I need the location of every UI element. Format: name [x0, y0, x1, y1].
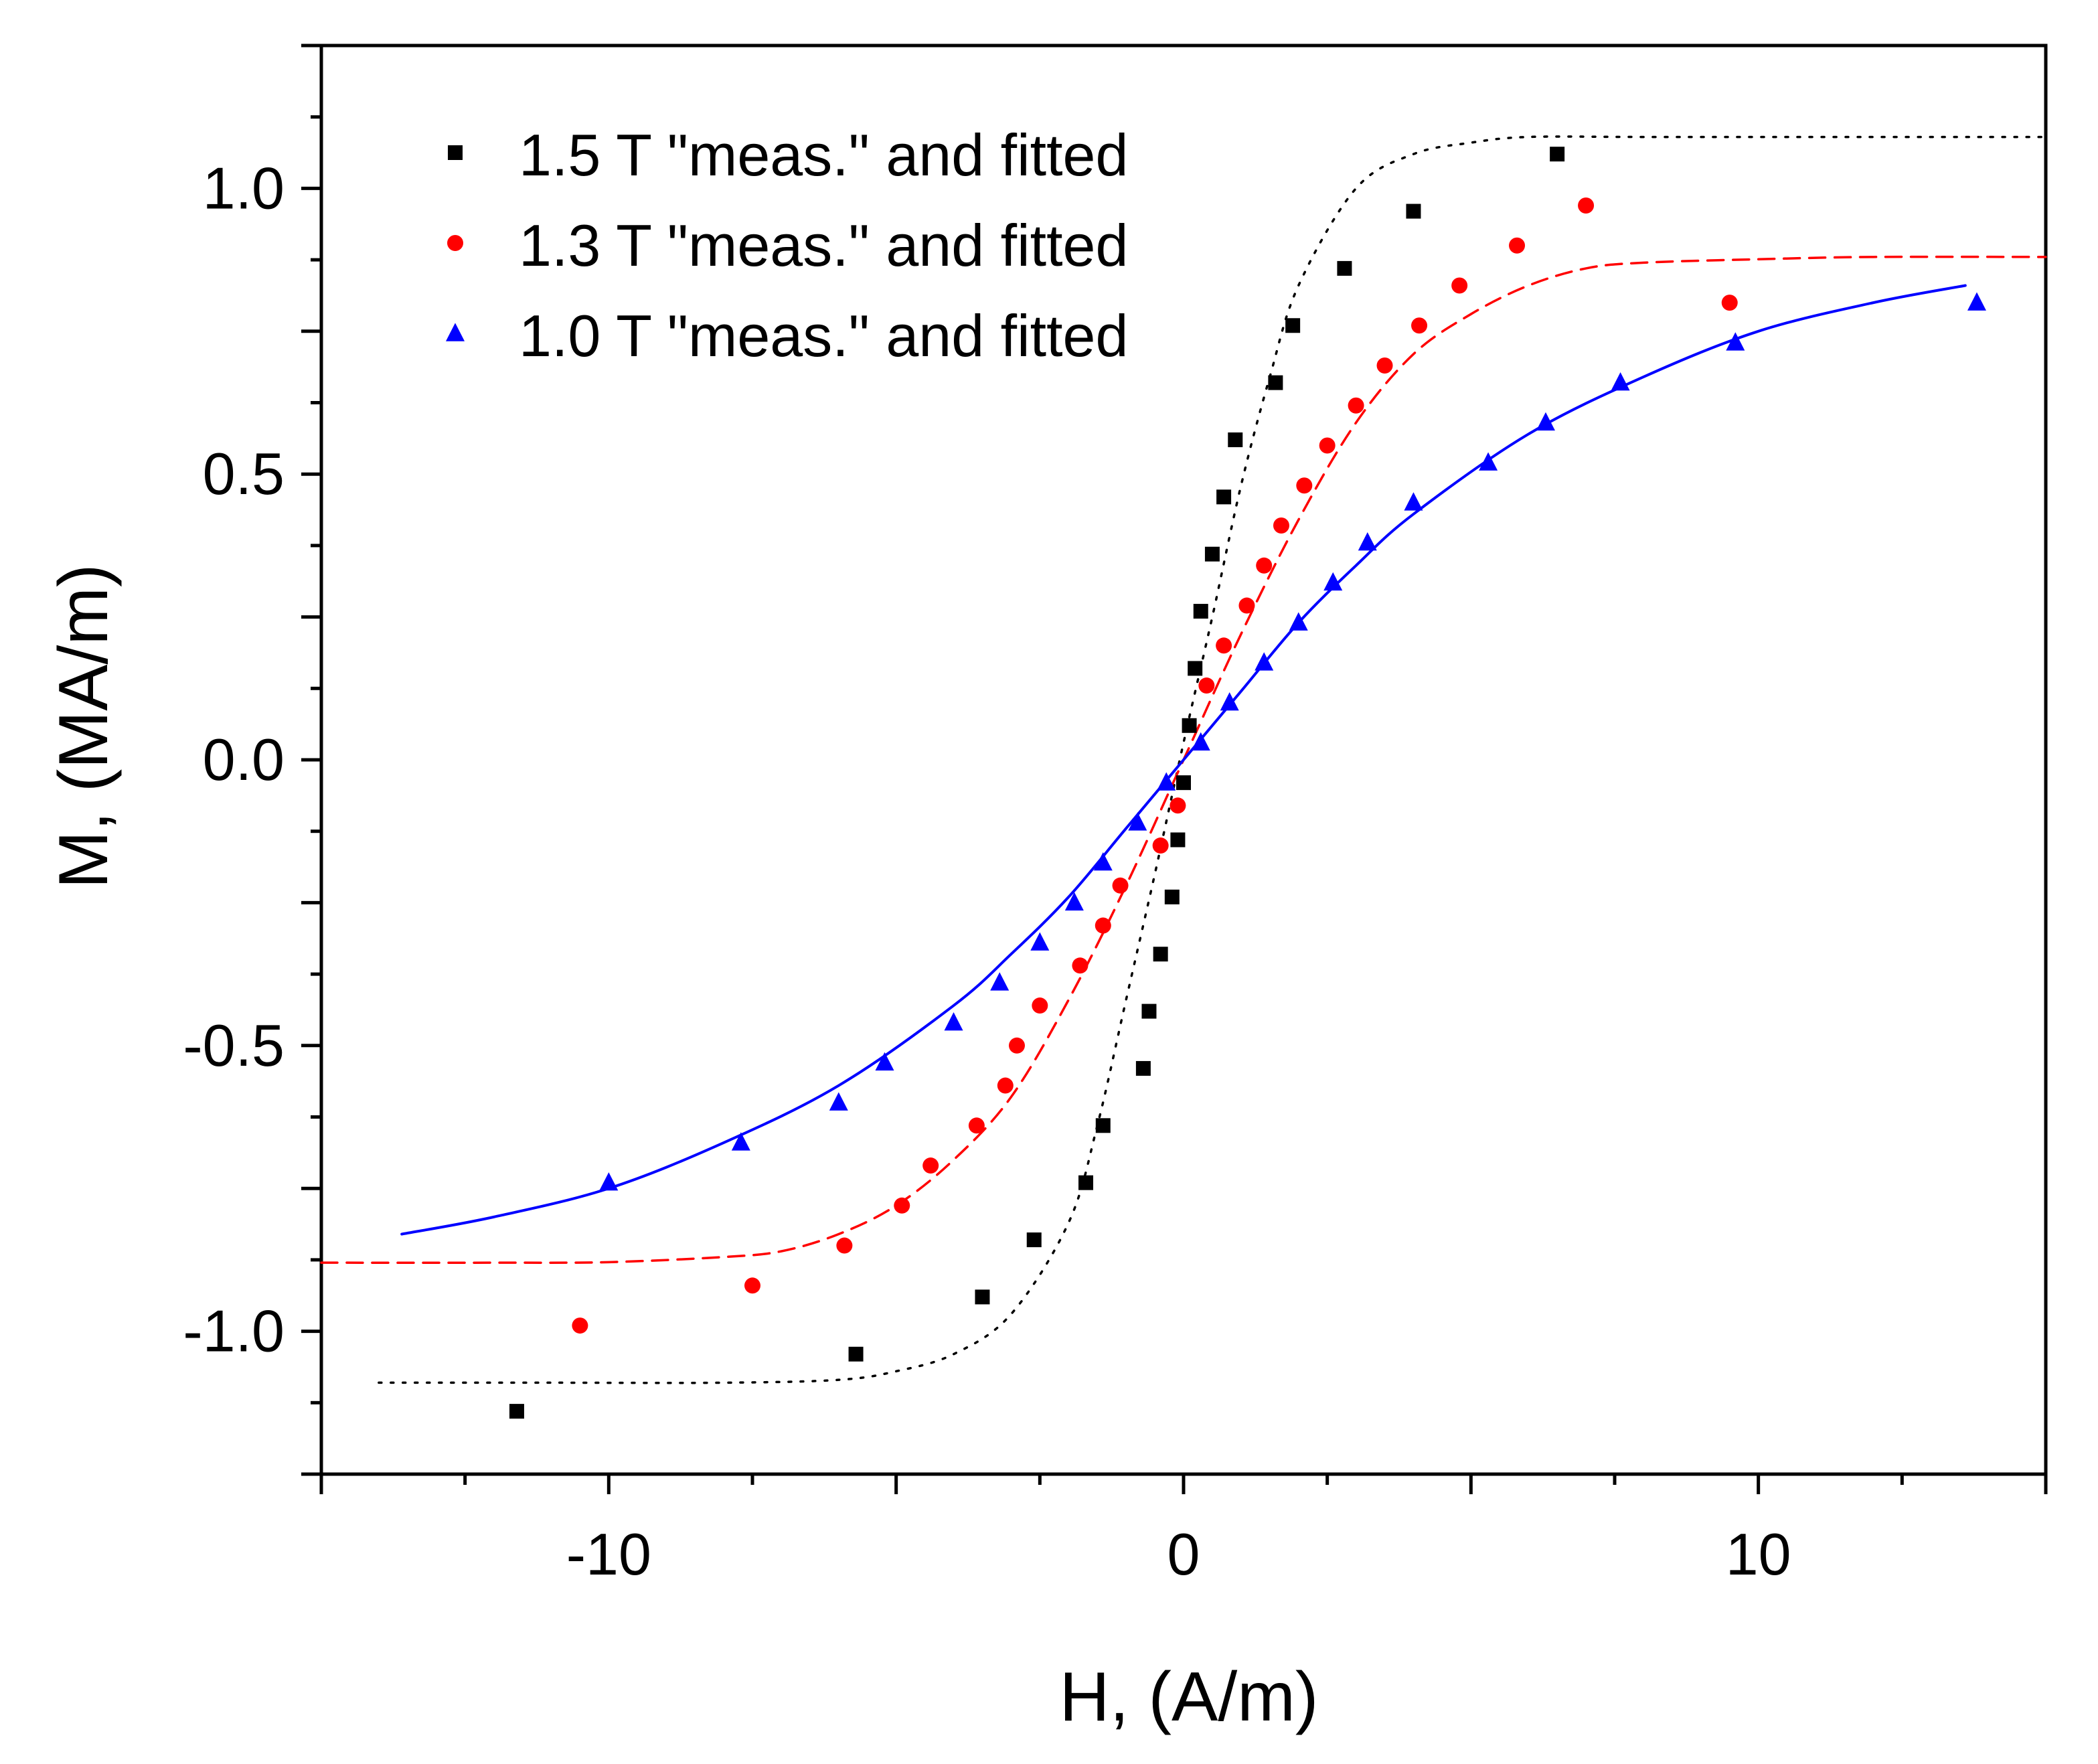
legend-label-series-3: 1.0 T "meas." and fitted	[519, 303, 1128, 369]
data-point-series-1	[1182, 718, 1197, 733]
data-point-series-2	[744, 1277, 760, 1294]
x-axis-title: H, (A/m)	[1059, 1658, 1318, 1736]
y-tick-label: -0.5	[183, 1012, 285, 1078]
data-point-series-2	[1721, 295, 1738, 311]
data-point-series-3	[1323, 572, 1343, 591]
data-point-series-2	[997, 1077, 1014, 1094]
data-point-series-2	[1072, 957, 1088, 974]
data-point-series-1	[1153, 947, 1168, 962]
data-point-series-1	[848, 1346, 864, 1362]
data-point-series-2	[1008, 1037, 1025, 1054]
data-point-series-2	[1095, 917, 1111, 934]
data-point-series-3	[1536, 412, 1555, 431]
data-point-series-3	[599, 1172, 619, 1191]
data-point-series-1	[1141, 1004, 1157, 1019]
data-point-series-2	[1198, 677, 1215, 694]
data-point-series-1	[1193, 604, 1208, 619]
y-axis-title: M, (MA/m)	[45, 564, 123, 888]
data-point-series-2	[1273, 517, 1289, 534]
data-point-series-2	[1238, 597, 1255, 614]
data-point-series-2	[1348, 397, 1364, 414]
data-point-series-3	[1967, 292, 1986, 311]
data-point-series-2	[894, 1197, 910, 1214]
y-tick-label: 0.0	[203, 726, 285, 793]
data-point-series-3	[1093, 852, 1113, 871]
data-point-series-2	[922, 1157, 939, 1174]
data-point-series-2	[572, 1317, 588, 1334]
data-point-series-2	[1169, 797, 1186, 814]
legend-label-series-2: 1.3 T "meas." and fitted	[519, 212, 1128, 278]
data-point-series-2	[836, 1237, 853, 1254]
data-point-series-2	[1032, 997, 1048, 1014]
data-point-series-1	[1176, 775, 1191, 791]
data-point-series-1	[1550, 147, 1565, 162]
data-point-series-1	[1337, 260, 1352, 276]
data-point-series-3	[731, 1132, 750, 1151]
data-point-series-2	[1509, 237, 1526, 254]
data-point-series-3	[1358, 532, 1377, 551]
data-point-series-3	[1157, 772, 1176, 791]
x-tick-label: -10	[566, 1521, 651, 1587]
x-tick-label: 0	[1167, 1521, 1200, 1587]
data-point-series-1	[1268, 375, 1283, 390]
data-markers	[509, 147, 1986, 1419]
y-tick-label: 0.5	[203, 440, 285, 507]
fit-curves	[320, 135, 2047, 1384]
legend: 1.5 T "meas." and fitted 1.3 T "meas." an…	[446, 122, 1128, 369]
data-point-series-1	[1078, 1175, 1094, 1190]
data-point-series-1	[1216, 489, 1232, 505]
data-point-series-1	[1406, 204, 1421, 219]
legend-marker-series-1	[448, 145, 463, 160]
data-point-series-1	[1228, 432, 1243, 447]
data-point-series-1	[1285, 318, 1301, 333]
data-point-series-2	[1411, 317, 1428, 334]
data-point-series-2	[1451, 277, 1468, 294]
data-point-series-3	[829, 1092, 848, 1111]
data-point-series-3	[875, 1052, 894, 1071]
data-point-series-1	[1135, 1060, 1151, 1076]
tick-labels: -10 0 10 -1.0 -0.5 0.0 0.5 1.0	[183, 155, 1791, 1587]
fit-curve-series-3	[400, 284, 1967, 1236]
data-point-series-1	[1164, 889, 1180, 904]
legend-marker-series-2	[447, 235, 463, 251]
data-point-series-1	[1026, 1232, 1042, 1248]
data-point-series-1	[1170, 832, 1186, 848]
data-point-series-1	[975, 1289, 990, 1305]
axis-ticks	[301, 44, 2048, 1494]
data-point-series-3	[1128, 812, 1147, 831]
data-point-series-3	[1479, 452, 1498, 471]
data-point-series-3	[1404, 492, 1423, 511]
data-point-series-3	[944, 1012, 963, 1031]
data-point-series-2	[1376, 357, 1393, 374]
data-point-series-3	[1289, 612, 1308, 631]
data-point-series-3	[1191, 732, 1210, 751]
data-point-series-3	[1611, 372, 1630, 391]
data-point-series-3	[1255, 652, 1274, 671]
data-point-series-3	[1064, 892, 1084, 911]
data-point-series-3	[1220, 692, 1239, 711]
y-tick-label: -1.0	[183, 1298, 285, 1364]
data-point-series-2	[1112, 877, 1129, 894]
data-point-series-3	[1726, 332, 1745, 351]
data-point-series-3	[990, 972, 1010, 991]
data-point-series-2	[968, 1117, 985, 1134]
data-point-series-1	[509, 1404, 524, 1419]
data-point-series-2	[1256, 557, 1273, 574]
x-tick-label: 10	[1726, 1521, 1791, 1587]
legend-label-series-1: 1.5 T "meas." and fitted	[519, 122, 1128, 188]
legend-marker-series-3	[446, 323, 465, 341]
data-point-series-1	[1188, 661, 1203, 676]
data-point-series-2	[1296, 477, 1313, 494]
data-point-series-2	[1216, 637, 1232, 654]
data-point-series-2	[1152, 837, 1169, 854]
data-point-series-2	[1319, 437, 1336, 454]
data-point-series-3	[1030, 932, 1050, 951]
data-point-series-1	[1204, 546, 1220, 562]
y-tick-label: 1.0	[203, 155, 285, 221]
data-point-series-2	[1578, 197, 1595, 214]
data-point-series-1	[1095, 1118, 1111, 1133]
